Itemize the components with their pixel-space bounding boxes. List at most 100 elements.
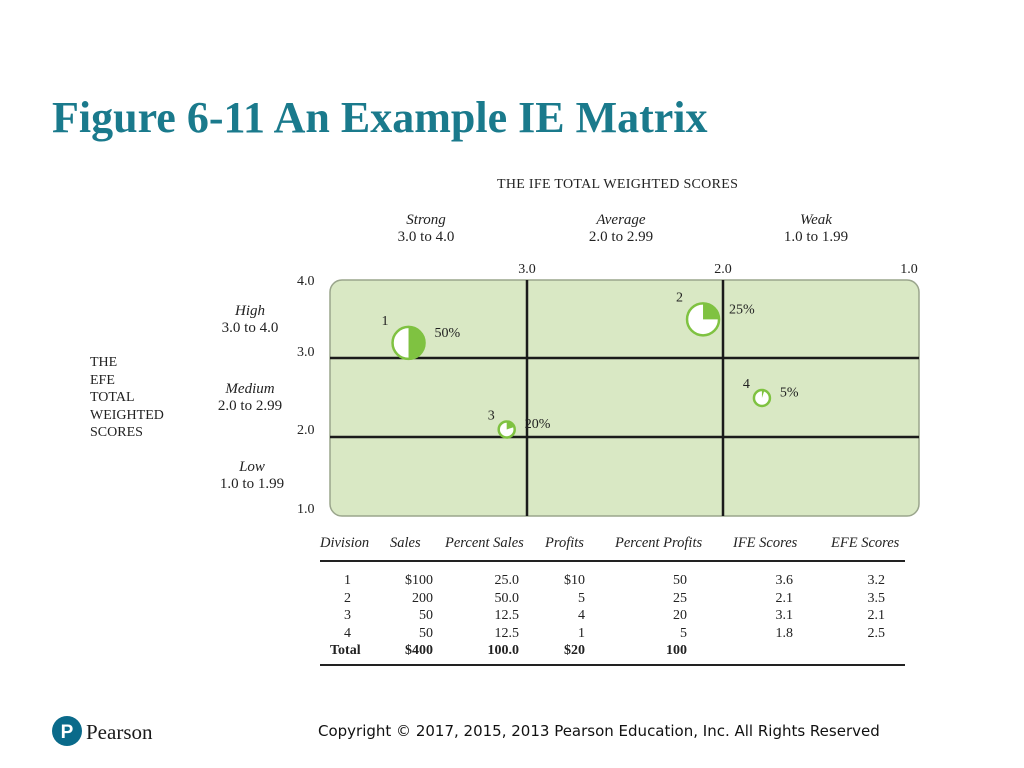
row-header-medium: Medium 2.0 to 2.99 — [218, 381, 282, 415]
table-cell: 2.1 — [775, 590, 794, 606]
division-number-label: 2 — [676, 290, 683, 305]
efe-header-line: THE — [90, 355, 118, 370]
x-tick-label: 3.0 — [518, 262, 536, 277]
column-name: Weak — [800, 212, 832, 228]
y-tick-label: 2.0 — [297, 423, 315, 438]
row-range: 1.0 to 1.99 — [219, 476, 285, 492]
profit-wedge — [506, 421, 515, 430]
table-cell: 3.6 — [775, 573, 794, 588]
column-range: 2.0 to 2.99 — [588, 229, 654, 245]
efe-header-line: TOTAL — [90, 390, 135, 405]
division-number-label: 4 — [743, 377, 750, 392]
table-cell: 1 — [344, 573, 351, 588]
efe-header-line: EFE — [90, 372, 115, 388]
division-table: Division Sales Percent Sales Profits Per… — [320, 534, 905, 666]
table-cell: 25.0 — [494, 573, 520, 588]
division-point-4: 4 5% — [743, 377, 799, 408]
profit-wedge — [761, 390, 765, 398]
column-name: Average — [596, 212, 646, 228]
table-cell: 100 — [615, 642, 733, 666]
y-tick-label: 4.0 — [297, 274, 315, 289]
table-cell: $10 — [564, 573, 585, 588]
table-total-row: Total $400 100.0 $20 100 — [320, 642, 905, 666]
table-row: 4 50 12.5 1 5 1.8 2.5 — [320, 625, 905, 643]
x-tick-label: 1.0 — [900, 262, 918, 277]
division-number-label: 1 — [382, 314, 389, 329]
table-cell: $400 — [390, 642, 445, 666]
table-cell: 1.8 — [775, 625, 794, 641]
table-cell: 2 — [344, 590, 351, 606]
column-range: 1.0 to 1.99 — [783, 229, 849, 245]
row-range: 3.0 to 4.0 — [221, 320, 279, 336]
column-header-weak: Weak 1.0 to 1.99 — [784, 212, 848, 246]
table-header: Sales — [390, 534, 445, 562]
table-cell: 200 — [412, 590, 433, 606]
column-range: 3.0 to 4.0 — [397, 229, 455, 245]
logo-letter: P — [61, 722, 74, 743]
profit-percent-label: 5% — [780, 386, 799, 401]
table-cell: 12.5 — [494, 625, 520, 641]
pearson-brand: Pearson — [86, 720, 153, 744]
division-number-label: 3 — [488, 408, 495, 423]
page-title: Figure 6-11 An Example IE Matrix — [52, 93, 708, 142]
copyright-text: Copyright © 2017, 2015, 2013 Pearson Edu… — [318, 722, 880, 740]
row-name: High — [234, 303, 265, 319]
table-cell: $20 — [545, 642, 615, 666]
table-header: Percent Profits — [615, 534, 733, 562]
profit-percent-label: 50% — [435, 326, 461, 341]
division-point-2: 2 25% — [676, 290, 755, 337]
table-row: 3 50 12.5 4 20 3.1 2.1 — [320, 607, 905, 625]
table-cell: 50.0 — [494, 590, 520, 606]
division-circle — [685, 302, 721, 337]
row-header-high: High 3.0 to 4.0 — [222, 303, 279, 337]
table-cell: 5 — [578, 590, 585, 606]
table-cell: 100.0 — [445, 642, 545, 666]
table-header: Division — [320, 534, 390, 562]
table-cell: 1 — [578, 625, 585, 641]
table-cell: 2.1 — [867, 608, 886, 623]
table-cell: 50 — [419, 625, 433, 641]
table-cell — [831, 642, 905, 666]
column-header-average: Average 2.0 to 2.99 — [589, 212, 653, 246]
row-header-low: Low 1.0 to 1.99 — [220, 459, 284, 493]
ife-axis-header: THE IFE TOTAL WEIGHTED SCORES — [497, 177, 739, 192]
table-cell: 20 — [673, 608, 687, 623]
profit-percent-label: 25% — [729, 303, 755, 318]
column-name: Strong — [406, 212, 446, 228]
table-header: EFE Scores — [831, 534, 905, 562]
table-cell: 3.1 — [775, 608, 794, 623]
table-header-row: Division Sales Percent Sales Profits Per… — [320, 534, 905, 562]
points-layer: 1 50% 2 25% 3 20% 4 5% — [382, 290, 799, 439]
efe-header-line: SCORES — [90, 425, 143, 440]
profit-wedge — [408, 326, 425, 359]
table-cell: 3.5 — [867, 590, 886, 606]
efe-axis-header: THE EFE TOTAL WEIGHTED SCORES — [90, 354, 164, 442]
table-cell: 5 — [680, 625, 687, 641]
table-cell: 25 — [673, 590, 687, 606]
table-cell: 3.2 — [867, 573, 886, 588]
table-cell: 3 — [344, 608, 351, 623]
efe-header-line: WEIGHTED — [90, 407, 164, 423]
row-range: 2.0 to 2.99 — [217, 398, 283, 414]
row-name: Medium — [225, 381, 275, 397]
table-cell: 4 — [344, 625, 351, 641]
table-cell: 50 — [673, 573, 687, 588]
x-tick-label: 2.0 — [714, 262, 732, 277]
row-name: Low — [239, 459, 265, 475]
table-row: 1 $100 25.0 $10 50 3.6 3.2 — [320, 561, 905, 590]
table-cell: 50 — [419, 608, 433, 623]
table-row: 2 200 50.0 5 25 2.1 3.5 — [320, 590, 905, 608]
column-header-strong: Strong 3.0 to 4.0 — [398, 212, 455, 246]
division-circle — [752, 388, 772, 408]
table-cell: 4 — [578, 608, 585, 623]
table-cell: Total — [320, 642, 390, 666]
table-header: Percent Sales — [445, 534, 545, 562]
table-cell: 12.5 — [494, 608, 520, 623]
table-cell: 2.5 — [867, 625, 886, 641]
y-tick-label: 3.0 — [297, 345, 315, 360]
division-point-3: 3 20% — [488, 408, 551, 439]
table-cell — [733, 642, 831, 666]
table-header: Profits — [545, 534, 615, 562]
division-point-1: 1 50% — [382, 314, 461, 361]
table-header: IFE Scores — [733, 534, 831, 562]
